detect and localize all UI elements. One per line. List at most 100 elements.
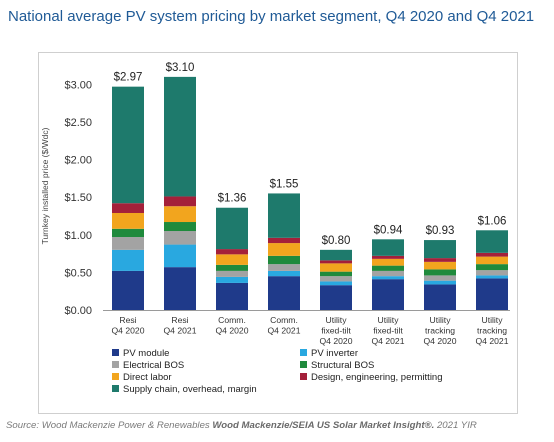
bar-segment <box>372 265 404 271</box>
x-tick-label: Q4 2021 <box>476 336 509 346</box>
bar-segment <box>320 281 352 286</box>
x-tick-label: fixed-tilt <box>321 326 351 336</box>
bar-segment <box>164 206 196 223</box>
x-tick-label: Resi <box>119 315 136 325</box>
bar-segment <box>268 193 300 238</box>
x-tick-label: Q4 2021 <box>268 326 301 336</box>
bar-segment <box>268 255 300 265</box>
chart-title: National average PV system pricing by ma… <box>8 8 535 25</box>
bar-segment <box>424 240 456 259</box>
x-tick-label: Utility <box>325 315 347 325</box>
bar-segment <box>476 230 508 253</box>
bar-segment <box>372 279 404 310</box>
bar-segment <box>216 254 248 265</box>
x-tick-label: Q4 2020 <box>424 336 457 346</box>
bar-segment <box>372 255 404 259</box>
bar-segment <box>372 270 404 277</box>
legend-swatch <box>112 349 119 356</box>
bar-total-label: $0.94 <box>374 224 403 236</box>
bar-segment <box>216 264 248 271</box>
source-note: Source: Wood Mackenzie Power & Renewable… <box>6 420 554 431</box>
bar-segment <box>268 276 300 310</box>
bar-segment <box>164 222 196 232</box>
x-tick-label: fixed-tilt <box>373 326 403 336</box>
bar-segment <box>320 285 352 310</box>
bar-segment <box>268 243 300 256</box>
bar-segment <box>164 267 196 310</box>
x-tick-label: Q4 2021 <box>372 336 405 346</box>
x-tick-label: Resi <box>171 315 188 325</box>
source-publication: Wood Mackenzie/SEIA US Solar Market Insi… <box>212 420 435 431</box>
bar-segment <box>164 231 196 245</box>
bar-segment <box>476 264 508 271</box>
bar-segment <box>112 212 144 229</box>
bar-segment <box>320 260 352 264</box>
bar-segment <box>320 271 352 277</box>
bar-segment <box>164 76 196 197</box>
bar-segment <box>112 237 144 250</box>
legend-swatch <box>112 361 119 368</box>
bar-segment <box>216 276 248 283</box>
bar-segment <box>320 276 352 282</box>
bar-segment <box>112 203 144 213</box>
bar-segment <box>164 244 196 268</box>
legend-label: Supply chain, overhead, margin <box>123 384 257 395</box>
bar-segment <box>476 256 508 265</box>
bar-segment <box>216 207 248 250</box>
bar-segment <box>424 284 456 310</box>
legend-swatch <box>300 349 307 356</box>
x-tick-label: Comm. <box>270 315 298 325</box>
source-prefix: Source: Wood Mackenzie Power & Renewable… <box>6 420 213 431</box>
bar-segment <box>164 196 196 207</box>
bar-segment <box>424 258 456 262</box>
bar-segment <box>424 261 456 270</box>
bar-segment <box>424 275 456 281</box>
bar-total-label: $1.36 <box>218 193 247 205</box>
legend-swatch <box>300 361 307 368</box>
bar-segment <box>216 270 248 277</box>
y-tick-label: $1.50 <box>64 192 92 204</box>
legend-swatch <box>300 373 307 380</box>
bar-segment <box>320 249 352 261</box>
legend-label: Design, engineering, permitting <box>311 372 443 383</box>
x-tick-label: Q4 2020 <box>320 336 353 346</box>
bar-segment <box>112 270 144 310</box>
y-tick-label: $3.00 <box>64 79 92 91</box>
bar-segment <box>320 263 352 272</box>
bar-segment <box>268 264 300 271</box>
bar-segment <box>476 275 508 279</box>
bar-total-label: $0.80 <box>322 235 351 247</box>
bar-segment <box>112 249 144 271</box>
x-tick-label: Q4 2020 <box>216 326 249 336</box>
bar-segment <box>476 252 508 257</box>
y-tick-label: $0.50 <box>64 267 92 279</box>
y-tick-label: $0.00 <box>64 305 92 317</box>
bar-total-label: $2.97 <box>114 72 143 84</box>
y-tick-label: $2.00 <box>64 155 92 167</box>
x-tick-label: Q4 2021 <box>164 326 197 336</box>
legend-swatch <box>112 373 119 380</box>
source-suffix: 2021 YIR <box>434 420 477 431</box>
legend-swatch <box>112 385 119 392</box>
legend-label: PV module <box>123 348 169 359</box>
x-tick-label: Q4 2020 <box>112 326 145 336</box>
bar-segment <box>112 86 144 204</box>
x-tick-label: Utility <box>429 315 451 325</box>
legend-label: Structural BOS <box>311 360 374 371</box>
bar-segment <box>372 239 404 256</box>
bar-segment <box>424 269 456 276</box>
x-tick-label: tracking <box>425 326 455 336</box>
bar-segment <box>268 237 300 244</box>
bar-segment <box>112 228 144 238</box>
bar-segment <box>216 282 248 310</box>
x-tick-label: Utility <box>481 315 503 325</box>
bar-total-label: $1.06 <box>478 215 507 227</box>
bar-segment <box>372 258 404 266</box>
x-tick-label: Comm. <box>218 315 246 325</box>
y-tick-label: $2.50 <box>64 117 92 129</box>
bar-total-label: $1.55 <box>270 178 299 190</box>
bar-segment <box>372 276 404 280</box>
bar-segment <box>476 270 508 276</box>
bar-segment <box>476 278 508 310</box>
